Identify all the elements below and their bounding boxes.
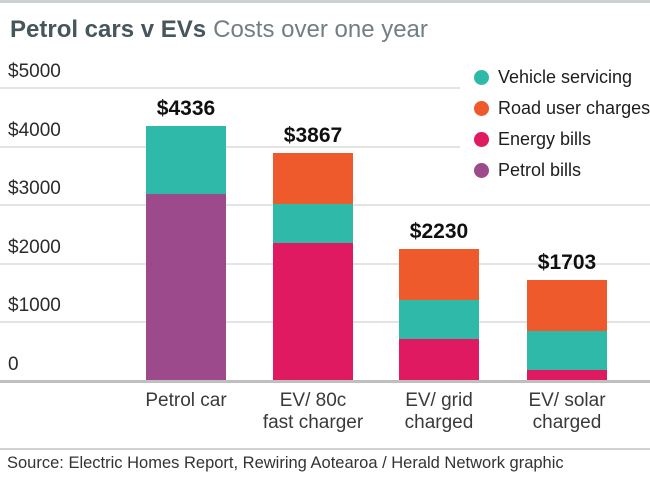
total-label-ev-grid-charged: $2230 xyxy=(409,220,469,244)
category-label-ev-80c-fast-charger: EV/ 80c fast charger xyxy=(262,390,364,433)
y-tick-label-4000: $4000 xyxy=(8,119,61,141)
segment-vehicle-servicing xyxy=(146,125,226,195)
footer-divider xyxy=(0,448,650,450)
category-label-ev-grid-charged: EV/ grid charged xyxy=(404,390,474,433)
segment-road-user-charges xyxy=(399,249,479,301)
total-label-ev-solar-charged: $1703 xyxy=(537,251,597,275)
legend-item-vehicle-servicing: Vehicle servicing xyxy=(474,62,650,93)
y-tick-label-0: 0 xyxy=(8,354,19,375)
gridline-5000 xyxy=(0,87,650,89)
bar-petrol-car xyxy=(146,125,226,380)
category-label-ev-solar-charged: EV/ solar charged xyxy=(528,390,606,433)
chart-subtitle: Costs over one year xyxy=(213,16,428,43)
legend-dot-energy-bills xyxy=(474,132,489,147)
y-tick-label-1000: $1000 xyxy=(8,295,61,317)
bar-ev-solar-charged xyxy=(527,280,607,380)
segment-vehicle-servicing xyxy=(273,204,353,244)
category-label-petrol-car: Petrol car xyxy=(145,390,227,411)
segment-energy-bills xyxy=(399,339,479,380)
y-tick-label-5000: $5000 xyxy=(8,61,61,82)
segment-petrol-bills xyxy=(146,194,226,380)
legend-label-vehicle-servicing: Vehicle servicing xyxy=(498,67,633,87)
total-label-petrol-car: $4336 xyxy=(156,96,216,120)
gridline-4000 xyxy=(0,145,650,148)
y-tick-label-2000: $2000 xyxy=(8,236,61,258)
segment-vehicle-servicing xyxy=(527,331,607,371)
bar-ev-grid-charged xyxy=(399,249,479,380)
segment-road-user-charges xyxy=(527,280,607,332)
legend-label-petrol-bills: Petrol bills xyxy=(498,160,582,180)
legend-item-energy-bills: Energy bills xyxy=(474,124,650,155)
source-credit: Source: Electric Homes Report, Rewiring … xyxy=(7,454,564,472)
x-axis-line xyxy=(0,380,650,383)
legend-dot-road-user-charges xyxy=(474,101,489,116)
chart-title: Petrol cars v EVs Costs over one year xyxy=(10,16,428,44)
segment-road-user-charges xyxy=(273,153,353,205)
legend-dot-vehicle-servicing xyxy=(474,70,489,85)
segment-vehicle-servicing xyxy=(399,300,479,340)
legend-dot-petrol-bills xyxy=(474,163,489,178)
top-border-rule xyxy=(0,0,650,3)
segment-energy-bills xyxy=(273,243,353,380)
legend-label-energy-bills: Energy bills xyxy=(498,129,592,149)
segment-energy-bills xyxy=(527,370,607,380)
y-tick-label-3000: $3000 xyxy=(8,178,61,200)
legend-label-road-user-charges: Road user charges xyxy=(498,98,650,118)
legend-item-road-user-charges: Road user charges xyxy=(474,93,650,124)
chart-title-bold: Petrol cars v EVs xyxy=(10,16,207,43)
legend: Vehicle servicing Road user charges Energy… xyxy=(460,60,650,188)
bar-ev-80c-fast-charger xyxy=(273,153,353,380)
legend-item-petrol-bills: Petrol bills xyxy=(474,155,650,186)
total-label-ev-80c-fast-charger: $3867 xyxy=(283,124,343,148)
